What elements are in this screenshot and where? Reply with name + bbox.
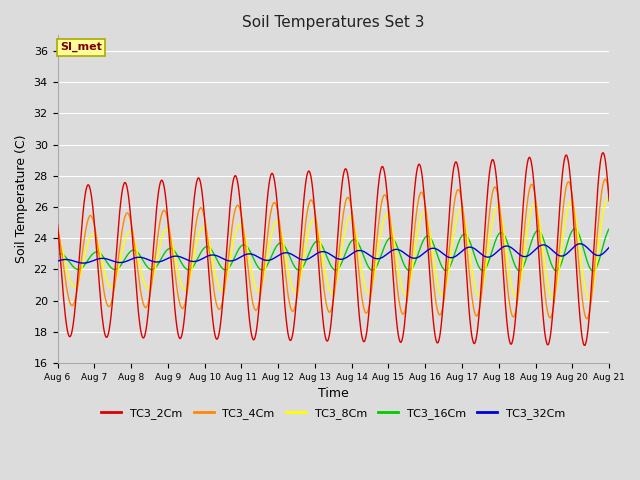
Y-axis label: Soil Temperature (C): Soil Temperature (C) <box>15 135 28 264</box>
Legend: TC3_2Cm, TC3_4Cm, TC3_8Cm, TC3_16Cm, TC3_32Cm: TC3_2Cm, TC3_4Cm, TC3_8Cm, TC3_16Cm, TC3… <box>97 403 570 423</box>
Title: Soil Temperatures Set 3: Soil Temperatures Set 3 <box>242 15 424 30</box>
Text: SI_met: SI_met <box>60 42 102 52</box>
X-axis label: Time: Time <box>318 387 349 400</box>
